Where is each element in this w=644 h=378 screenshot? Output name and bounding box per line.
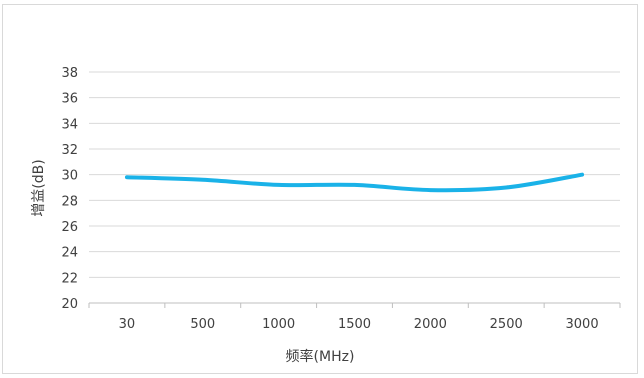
y-tick-label: 28 [61, 194, 78, 209]
y-tick-label: 30 [61, 169, 78, 184]
x-tick-label: 3000 [566, 317, 599, 332]
x-tick-labels: 30 500 1000 1500 2000 2500 3000 [119, 317, 599, 332]
y-tick-label: 26 [61, 220, 78, 235]
y-tick-label: 36 [61, 92, 78, 107]
x-tick-label: 1500 [338, 317, 371, 332]
x-tick-label: 1000 [262, 317, 295, 332]
series-line [124, 172, 585, 193]
y-tick-label: 38 [61, 66, 78, 81]
y-tick-label: 20 [61, 297, 78, 312]
x-tick-label: 2000 [414, 317, 447, 332]
x-axis-title: 频率(MHz) [286, 348, 355, 365]
y-tick-label: 34 [61, 117, 78, 132]
x-tick-label: 500 [190, 317, 215, 332]
gridlines [89, 71, 620, 278]
series-lines [124, 172, 585, 193]
y-tick-label: 22 [61, 271, 78, 286]
chart-frame [2, 4, 638, 374]
x-axis [88, 302, 621, 308]
y-axis-title: 增益(dB) [31, 159, 47, 216]
y-tick-labels: 20 22 24 26 28 30 32 34 36 38 [61, 66, 78, 312]
x-tick-label: 30 [119, 317, 136, 332]
y-tick-label: 32 [61, 143, 78, 158]
y-tick-label: 24 [61, 246, 78, 261]
x-tick-label: 2500 [490, 317, 523, 332]
